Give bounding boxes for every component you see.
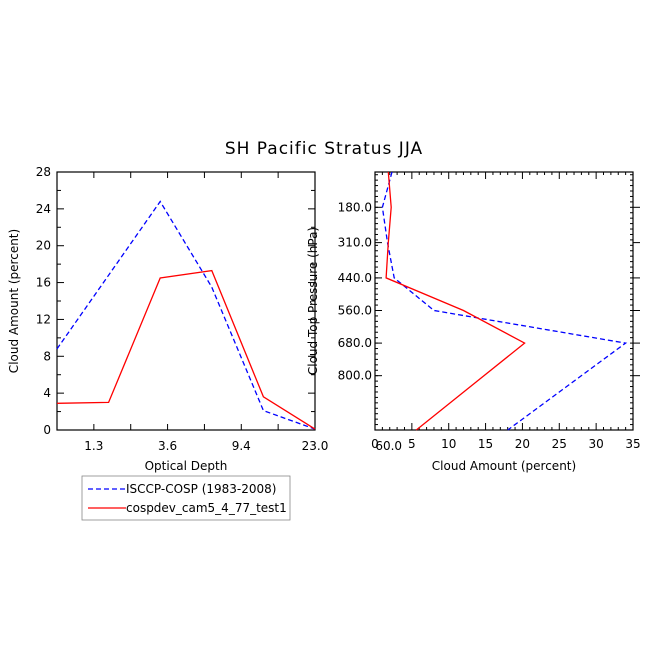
legend-label-isccp: ISCCP-COSP (1983-2008) xyxy=(126,482,276,496)
left-y-tick-label: 4 xyxy=(43,386,51,400)
left-x-axis-label: Optical Depth xyxy=(145,459,228,473)
right-series-cospdev xyxy=(385,171,526,431)
left-ticks: 0 4 8 12 16 20 24 28 1.3 3.6 9.4 23.0 60.0 xyxy=(36,165,402,453)
left-series-cospdev xyxy=(56,269,316,430)
left-x-tick-label: 3.6 xyxy=(158,439,177,453)
right-ticks: 0 5 10 15 20 25 30 35 180.0 310.0 440.0 560.0 680.0 8… xyxy=(338,172,641,451)
right-y-tick-label: 560.0 xyxy=(338,304,372,318)
right-y-tick-label: 680.0 xyxy=(338,336,372,350)
right-x-tick-label: 20 xyxy=(515,437,530,451)
right-y-tick-label: 440.0 xyxy=(338,271,372,285)
right-x-tick-label: 25 xyxy=(552,437,567,451)
right-y-tick-label: 800.0 xyxy=(338,369,372,383)
right-x-tick-label: 5 xyxy=(408,437,416,451)
left-y-tick-label: 0 xyxy=(43,423,51,437)
legend-label-cospdev: cospdev_cam5_4_77_test1 xyxy=(126,501,287,515)
right-x-tick-label: 15 xyxy=(478,437,493,451)
right-y-axis-label: Cloud Top Pressure (hPa) xyxy=(306,227,320,375)
right-x-axis-label: Cloud Amount (percent) xyxy=(432,459,576,473)
figure-title: SH Pacific Stratus JJA xyxy=(225,139,423,159)
legend: ISCCP-COSP (1983-2008) cospdev_cam5_4_77… xyxy=(81,475,291,521)
left-y-tick-label: 24 xyxy=(36,202,51,216)
right-series xyxy=(381,171,628,431)
right-y-tick-label: 180.0 xyxy=(338,200,372,214)
left-x-tick-label: 60.0 xyxy=(375,439,402,453)
left-y-tick-label: 8 xyxy=(43,349,51,363)
left-x-tick-label: 23.0 xyxy=(302,439,329,453)
legend-box xyxy=(81,475,291,521)
left-series-isccp xyxy=(56,200,316,430)
left-x-tick-label: 1.3 xyxy=(84,439,103,453)
left-x-tick-label: 9.4 xyxy=(232,439,251,453)
left-y-tick-label: 16 xyxy=(36,276,51,290)
left-y-tick-label: 20 xyxy=(36,239,51,253)
right-series-isccp xyxy=(381,171,628,431)
left-y-tick-label: 12 xyxy=(36,312,51,326)
right-x-tick-label: 10 xyxy=(441,437,456,451)
left-y-axis-label: Cloud Amount (percent) xyxy=(7,229,21,373)
right-x-tick-label: 0 xyxy=(371,437,379,451)
left-series xyxy=(56,200,316,430)
right-x-tick-label: 35 xyxy=(625,437,640,451)
right-y-tick-label: 310.0 xyxy=(338,236,372,250)
left-y-tick-label: 28 xyxy=(36,165,51,179)
left-plot-frame xyxy=(56,171,316,431)
right-x-tick-label: 30 xyxy=(589,437,604,451)
right-plot-frame xyxy=(374,171,634,431)
